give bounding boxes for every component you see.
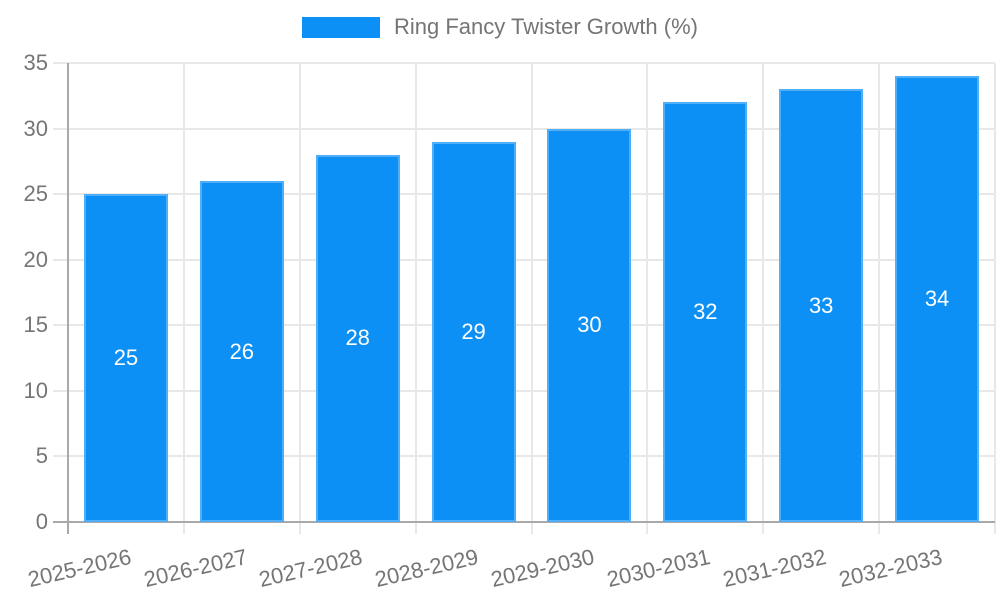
y-axis-line	[67, 63, 69, 534]
x-gridline	[414, 63, 417, 534]
bar-2028-2029: 29	[431, 141, 516, 522]
bar-2029-2030: 30	[547, 128, 632, 522]
bar-2030-2031: 32	[663, 102, 748, 522]
y-gridline	[53, 455, 995, 458]
legend-label: Ring Fancy Twister Growth (%)	[393, 14, 698, 39]
y-axis-tick-label: 15	[23, 312, 48, 338]
bar-2031-2032: 33	[779, 89, 864, 522]
x-axis-tick-label: 2026-2027	[141, 544, 250, 593]
y-axis-tick-label: 30	[23, 115, 48, 141]
y-gridline	[53, 258, 995, 261]
bar-2027-2028: 28	[315, 154, 400, 522]
x-axis-tick-label: 2027-2028	[256, 544, 366, 593]
x-gridline	[994, 63, 996, 534]
bar-value-label: 29	[461, 318, 486, 344]
bar-2032-2033: 34	[895, 76, 980, 522]
x-gridline	[762, 63, 765, 534]
x-gridline	[530, 63, 533, 534]
legend-swatch	[301, 16, 380, 38]
bar-2026-2027: 26	[199, 181, 284, 522]
y-gridline	[53, 324, 995, 327]
x-gridline	[878, 63, 881, 534]
y-axis-tick-label: 5	[35, 443, 48, 469]
bar-value-label: 30	[577, 312, 602, 338]
y-gridline	[53, 127, 995, 130]
x-axis-tick-label: 2025-2026	[25, 544, 134, 593]
bar-2025-2026: 25	[83, 194, 168, 522]
x-axis-tick-label: 2029-2030	[488, 544, 597, 593]
y-gridline	[53, 193, 995, 196]
bar-value-label: 26	[229, 338, 255, 364]
x-axis-line	[53, 521, 995, 523]
y-axis-tick-label: 10	[23, 377, 48, 403]
bar-value-label: 34	[924, 286, 950, 312]
y-axis-tick-label: 25	[23, 181, 48, 207]
y-gridline	[53, 389, 995, 392]
x-axis-tick-label: 2028-2029	[372, 544, 481, 593]
bar-value-label: 25	[113, 345, 139, 371]
y-axis-tick-label: 35	[23, 50, 48, 75]
x-axis-tick-label: 2030-2031	[604, 544, 713, 593]
x-gridline	[182, 63, 185, 534]
chart-legend[interactable]: Ring Fancy Twister Growth (%)	[0, 14, 1000, 40]
bar-value-label: 33	[808, 292, 834, 318]
bar-value-label: 28	[345, 325, 370, 351]
x-gridline	[646, 63, 649, 534]
y-gridline	[53, 62, 995, 64]
bar-value-label: 32	[693, 299, 718, 325]
y-axis-tick-label: 20	[23, 246, 48, 272]
x-axis-tick-label: 2031-2032	[720, 544, 829, 593]
x-axis-tick-label: 2032-2033	[836, 544, 945, 593]
y-axis-tick-label: 0	[35, 509, 48, 534]
x-gridline	[298, 63, 301, 534]
